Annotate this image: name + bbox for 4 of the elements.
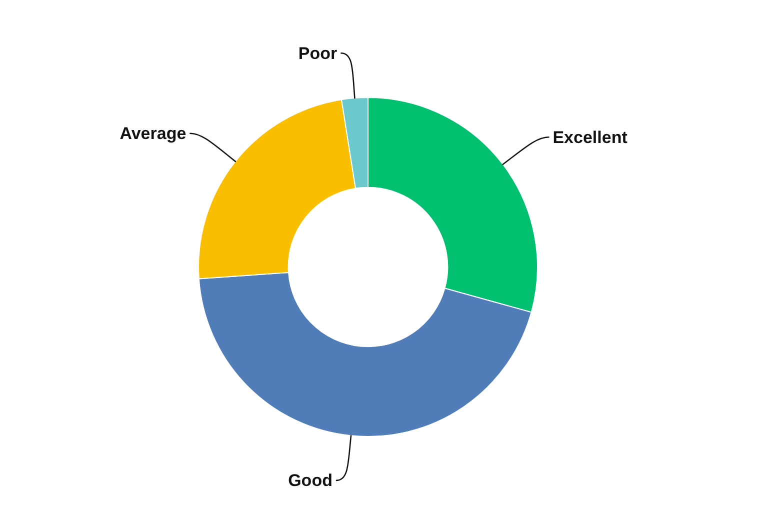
slice-label: Good (288, 471, 332, 490)
slice-label: Average (120, 124, 186, 144)
slice-label: Excellent (552, 128, 628, 147)
slice-label: Poor (298, 44, 338, 63)
